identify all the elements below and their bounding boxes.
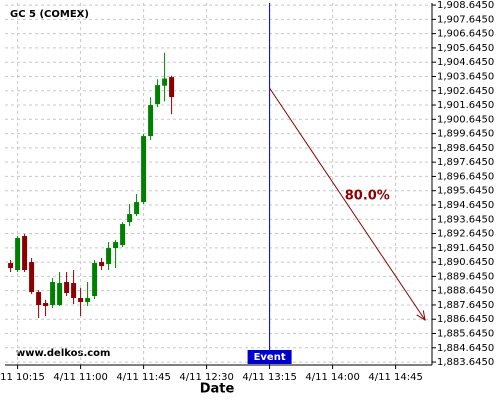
y-tick-label: 1,890.6450 — [437, 257, 494, 268]
arrow — [269, 87, 425, 320]
x-tick-label: 4/11 13:15 — [242, 372, 296, 383]
candle-body — [15, 238, 21, 271]
candle-body — [22, 236, 28, 271]
y-tick-label: 1,905.6450 — [437, 43, 494, 54]
y-tick-label: 1,906.6450 — [437, 29, 494, 40]
y-tick-label: 1,894.6450 — [437, 200, 494, 211]
y-tick-label: 1,889.6450 — [437, 271, 494, 282]
y-tick-label: 1,885.6450 — [437, 329, 494, 340]
x-tick-label: 4/11 12:30 — [179, 372, 233, 383]
y-tick-label: 1,900.6450 — [437, 114, 494, 125]
candle-body — [85, 298, 91, 303]
candle-body — [50, 282, 56, 306]
candle-body — [120, 224, 126, 246]
arrow-label: 80.0% — [345, 189, 390, 204]
y-tick-label: 1,891.6450 — [437, 243, 494, 254]
x-tick-label: 4/11 10:15 — [0, 372, 45, 383]
y-tick-label: 1,892.6450 — [437, 229, 494, 240]
chart-title: GC 5 (COMEX) — [10, 9, 89, 20]
x-axis-label: Date — [200, 382, 235, 397]
y-tick-label: 1,897.6450 — [437, 157, 494, 168]
candle-body — [141, 136, 147, 203]
y-tick-label: 1,888.6450 — [437, 286, 494, 297]
y-tick-label: 1,903.6450 — [437, 71, 494, 82]
y-tick-label: 1,904.6450 — [437, 57, 494, 68]
candle-body — [134, 202, 140, 215]
y-tick-label: 1,908.6450 — [437, 0, 494, 11]
candle-body — [36, 292, 42, 306]
y-tick-label: 1,883.6450 — [437, 357, 494, 368]
y-tick-label: 1,886.6450 — [437, 314, 494, 325]
watermark: www.delkos.com — [16, 348, 110, 359]
event-box — [247, 350, 292, 364]
candle-body — [113, 242, 119, 249]
y-tick-label: 1,896.6450 — [437, 171, 494, 182]
candle-body — [106, 248, 112, 265]
candle-body — [127, 214, 133, 223]
candle-body — [92, 263, 98, 297]
y-tick-label: 1,899.6450 — [437, 129, 494, 140]
candle-body — [64, 282, 70, 294]
candle-body — [162, 78, 168, 86]
candle-body — [29, 262, 35, 293]
y-tick-label: 1,898.6450 — [437, 143, 494, 154]
y-tick-label: 1,887.6450 — [437, 300, 494, 311]
y-tick-label: 1,884.6450 — [437, 343, 494, 354]
y-tick-label: 1,901.6450 — [437, 100, 494, 111]
candle-body — [57, 283, 63, 306]
x-tick-label: 4/11 14:00 — [305, 372, 359, 383]
candle-body — [78, 298, 84, 303]
y-tick-label: 1,902.6450 — [437, 86, 494, 97]
event-label: Event — [254, 352, 286, 363]
y-tick-label: 1,907.6450 — [437, 14, 494, 25]
x-tick-label: 4/11 11:00 — [53, 372, 107, 383]
candle-body — [169, 77, 175, 98]
candle-body — [99, 262, 105, 267]
candle-body — [71, 283, 77, 299]
y-tick-label: 1,895.6450 — [437, 186, 494, 197]
x-tick-label: 4/11 11:45 — [116, 372, 170, 383]
candle-body — [43, 303, 49, 307]
candle-body — [8, 263, 14, 269]
y-tick-label: 1,893.6450 — [437, 214, 494, 225]
candle-body — [155, 85, 161, 105]
candle-body — [148, 105, 154, 137]
x-tick-label: 4/11 14:45 — [368, 372, 422, 383]
